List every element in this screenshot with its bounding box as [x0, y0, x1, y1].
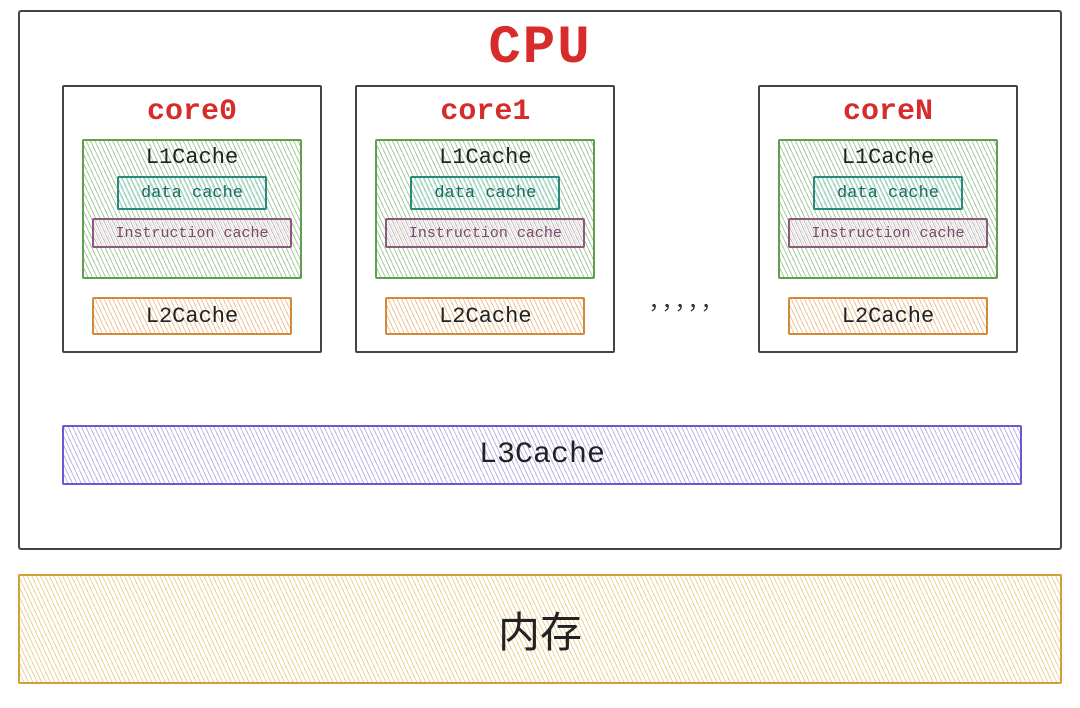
l2-cache-1: L2Cache: [385, 297, 585, 335]
l2-label-0: L2Cache: [146, 304, 238, 329]
cpu-title: CPU: [62, 18, 1018, 79]
core-title-0: core0: [147, 95, 237, 129]
memory-box: 内存: [18, 574, 1062, 684]
memory-label: 内存: [498, 599, 582, 660]
ellipsis: ，，，，，: [649, 284, 725, 316]
core-title-1: core1: [440, 95, 530, 129]
core-title-n: coreN: [843, 95, 933, 129]
cpu-container: CPU core0 L1Cache data cache Instruction…: [18, 10, 1062, 550]
instruction-cache-label-1: Instruction cache: [409, 225, 562, 242]
instruction-cache-n: Instruction cache: [788, 218, 988, 248]
l1-cache-0: L1Cache data cache Instruction cache: [82, 139, 302, 279]
l1-label-n: L1Cache: [842, 145, 934, 170]
core-box-n: coreN L1Cache data cache Instruction cac…: [758, 85, 1018, 353]
data-cache-label-1: data cache: [434, 184, 536, 203]
l2-cache-n: L2Cache: [788, 297, 988, 335]
instruction-cache-1: Instruction cache: [385, 218, 585, 248]
data-cache-label-0: data cache: [141, 184, 243, 203]
l1-label-0: L1Cache: [146, 145, 238, 170]
l1-label-1: L1Cache: [439, 145, 531, 170]
core-box-0: core0 L1Cache data cache Instruction cac…: [62, 85, 322, 353]
data-cache-label-n: data cache: [837, 184, 939, 203]
cores-row: core0 L1Cache data cache Instruction cac…: [62, 85, 1018, 395]
instruction-cache-0: Instruction cache: [92, 218, 292, 248]
l2-label-1: L2Cache: [439, 304, 531, 329]
l2-cache-0: L2Cache: [92, 297, 292, 335]
data-cache-0: data cache: [117, 176, 267, 210]
l3-label: L3Cache: [479, 438, 605, 472]
l3-cache: L3Cache: [62, 425, 1022, 485]
data-cache-n: data cache: [813, 176, 963, 210]
l1-cache-1: L1Cache data cache Instruction cache: [375, 139, 595, 279]
instruction-cache-label-0: Instruction cache: [115, 225, 268, 242]
l1-cache-n: L1Cache data cache Instruction cache: [778, 139, 998, 279]
core-box-1: core1 L1Cache data cache Instruction cac…: [355, 85, 615, 353]
data-cache-1: data cache: [410, 176, 560, 210]
l2-label-n: L2Cache: [842, 304, 934, 329]
instruction-cache-label-n: Instruction cache: [811, 225, 964, 242]
